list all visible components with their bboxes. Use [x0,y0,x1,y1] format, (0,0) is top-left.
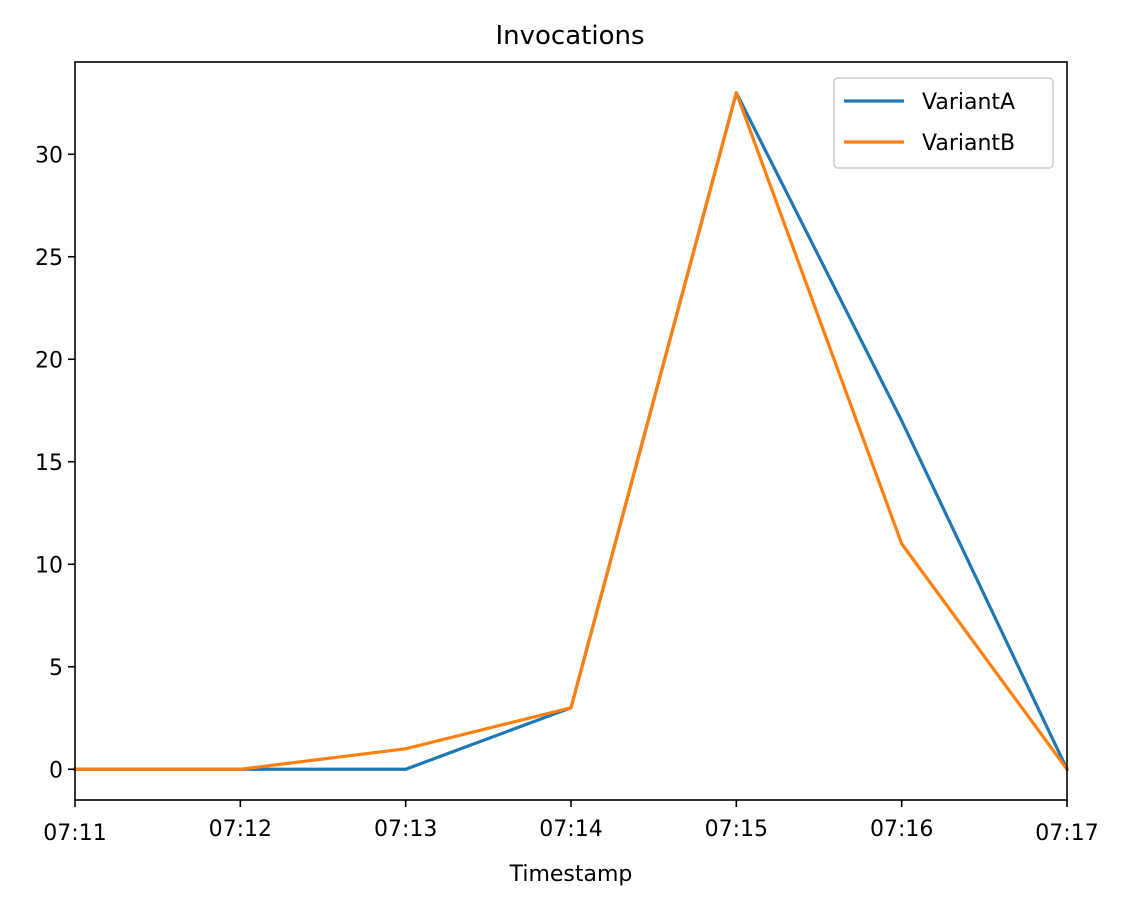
y-tick-label: 20 [35,348,63,373]
y-tick-label: 10 [35,553,63,578]
x-tick-label: 07:11 [43,821,106,846]
x-axis-label: Timestamp [509,862,633,887]
plot-frame [74,61,1068,801]
y-axis: 0 5 10 15 20 25 30 [35,143,75,783]
x-tick-label: 07:14 [539,817,602,842]
series-line-variantb [73,91,1070,772]
legend-label-varianta: VariantA [922,90,1015,115]
legend-label-variantb: VariantB [922,131,1015,156]
y-tick-label: 0 [49,758,63,783]
x-tick-label: 07:17 [1035,821,1098,846]
legend: VariantA VariantB [833,77,1054,169]
plot-area [73,91,1070,772]
chart-title: Invocations [495,21,644,51]
x-tick-label: 07:12 [209,817,272,842]
x-tick-label: 07:15 [705,817,768,842]
y-tick-label: 15 [35,451,63,476]
x-axis: 07:11 07:12 07:13 07:14 07:15 07:16 07:17 [43,800,1099,846]
series-line-varianta [73,91,1070,772]
x-tick-label: 07:13 [374,817,437,842]
y-tick-label: 25 [35,246,63,271]
y-tick-label: 30 [35,143,63,168]
x-tick-label: 07:16 [870,817,933,842]
y-tick-label: 5 [49,656,63,681]
